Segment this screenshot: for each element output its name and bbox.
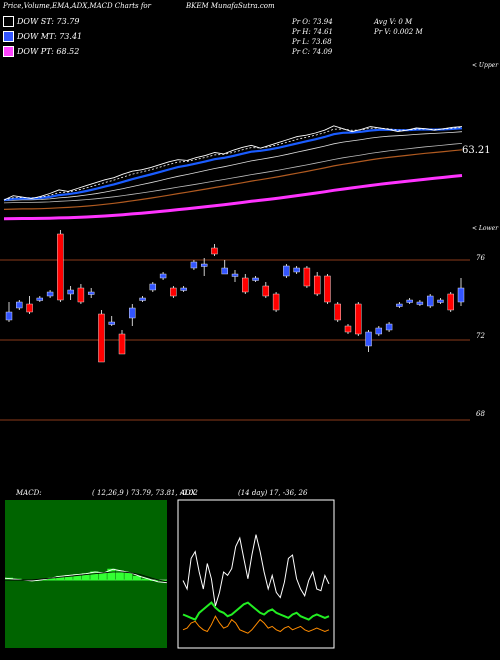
macd-histogram-bar xyxy=(56,575,65,581)
macd-histogram-bar xyxy=(124,572,133,581)
header-title: Price,Volume,EMA,ADX,MACD Charts for xyxy=(3,2,151,10)
ema-pt-line xyxy=(3,174,463,221)
macd-params: ( 12,26,9 ) 73.79, 73.81, -0.02 xyxy=(92,489,198,497)
candle-body xyxy=(67,289,74,295)
candle-body xyxy=(170,287,177,297)
y-tick-label: 76 xyxy=(476,254,485,262)
candle-body xyxy=(416,301,424,305)
legend-swatch xyxy=(3,31,14,42)
ema-long-line xyxy=(3,149,463,210)
adx-line xyxy=(182,534,330,607)
candle-body xyxy=(272,293,280,311)
candle-body xyxy=(426,295,434,307)
macd-histogram-bar xyxy=(141,578,150,581)
avg-volume: Avg V: 0 M xyxy=(374,18,413,26)
adx-panel-border xyxy=(177,499,335,649)
candle-body xyxy=(375,327,383,335)
candle-body xyxy=(313,275,321,295)
candle-body xyxy=(149,283,157,291)
candle-body xyxy=(139,297,146,301)
candle-body xyxy=(87,291,95,295)
candle-body xyxy=(303,267,311,287)
macd-histogram-bar xyxy=(107,568,116,581)
candle-body xyxy=(344,325,352,333)
adx-params: (14 day) 17, -36, 26 xyxy=(238,489,308,497)
candle-body xyxy=(36,297,44,301)
y-tick-label: 68 xyxy=(476,410,485,418)
legend-swatch xyxy=(3,16,14,27)
candle-body xyxy=(190,261,198,269)
macd-histogram-bar xyxy=(64,575,73,581)
symbol-label: BKEM MunafaSutra.com xyxy=(186,2,275,10)
candle-body xyxy=(159,273,167,279)
candle-body xyxy=(57,233,64,301)
ohlc-open: Pr O: 73.94 xyxy=(292,18,333,26)
macd-histogram-bar xyxy=(132,575,141,581)
chart-header: Price,Volume,EMA,ADX,MACD Charts for xyxy=(3,2,151,10)
legend-swatch xyxy=(3,46,14,57)
candle-body xyxy=(211,247,218,255)
legend-dow-st: DOW ST: 73.79 xyxy=(3,16,79,27)
candle-body xyxy=(108,321,115,325)
candle-body xyxy=(129,307,136,319)
candle-body xyxy=(242,277,249,293)
site-label: MunafaSutra.com xyxy=(210,2,275,10)
ohlc-low: Pr L: 73.68 xyxy=(292,38,332,46)
macd-line xyxy=(4,568,168,584)
candle-body xyxy=(26,303,33,313)
candle-body xyxy=(231,273,239,277)
candle-body xyxy=(118,333,126,355)
candle-body xyxy=(334,303,341,321)
adx-minus-di-line xyxy=(182,615,330,634)
price-line xyxy=(3,125,463,201)
candle-body xyxy=(406,299,413,303)
candle-body xyxy=(252,277,259,281)
candle-body xyxy=(200,263,208,267)
ohlc-high: Pr H: 74.61 xyxy=(292,28,334,36)
candle-body xyxy=(355,303,362,335)
macd-histogram-bar xyxy=(115,570,124,581)
candle-body xyxy=(447,293,454,311)
ohlc-close: Pr C: 74.09 xyxy=(292,48,333,56)
y-tick-label: 72 xyxy=(476,332,485,340)
macd-signal-line xyxy=(5,571,168,583)
upper-label: < Upper xyxy=(472,62,499,69)
last-price-label: 63.21 xyxy=(462,145,491,156)
candle-body xyxy=(98,313,105,363)
candle-body xyxy=(5,311,13,321)
macd-histogram-bar xyxy=(47,577,56,581)
ema-mid-line xyxy=(3,127,463,202)
candle-body xyxy=(457,287,465,303)
legend-dow-mt: DOW MT: 73.41 xyxy=(3,31,82,42)
macd-histogram-bar xyxy=(98,572,107,581)
ema-line xyxy=(3,143,463,204)
macd-histogram-bar xyxy=(81,573,90,581)
macd-title: MACD: xyxy=(16,489,42,497)
volume: Pr V: 0.002 M xyxy=(374,28,423,36)
candle-body xyxy=(77,287,85,303)
adx-title: ADX xyxy=(180,489,196,497)
candle-body xyxy=(262,285,270,297)
legend-dow-pt: DOW PT: 68.52 xyxy=(3,46,79,57)
candle-body xyxy=(293,267,300,273)
macd-histogram-bar xyxy=(5,577,14,581)
candle-body xyxy=(283,265,290,277)
macd-histogram-bar xyxy=(90,571,99,581)
candle-body xyxy=(180,287,187,291)
candle-body xyxy=(365,331,372,347)
lower-label: < Lower xyxy=(472,225,499,232)
ema-short-line xyxy=(3,127,463,201)
candle-body xyxy=(324,275,331,303)
candle-body xyxy=(437,299,444,303)
candle-body xyxy=(46,291,54,297)
adx-plus-di-line xyxy=(182,601,330,621)
ema-line xyxy=(3,131,463,202)
candle-body xyxy=(16,301,23,309)
macd-histogram-bar xyxy=(73,574,82,581)
candle-body xyxy=(221,267,228,275)
candle-body xyxy=(396,303,403,307)
candle-body xyxy=(385,323,393,331)
